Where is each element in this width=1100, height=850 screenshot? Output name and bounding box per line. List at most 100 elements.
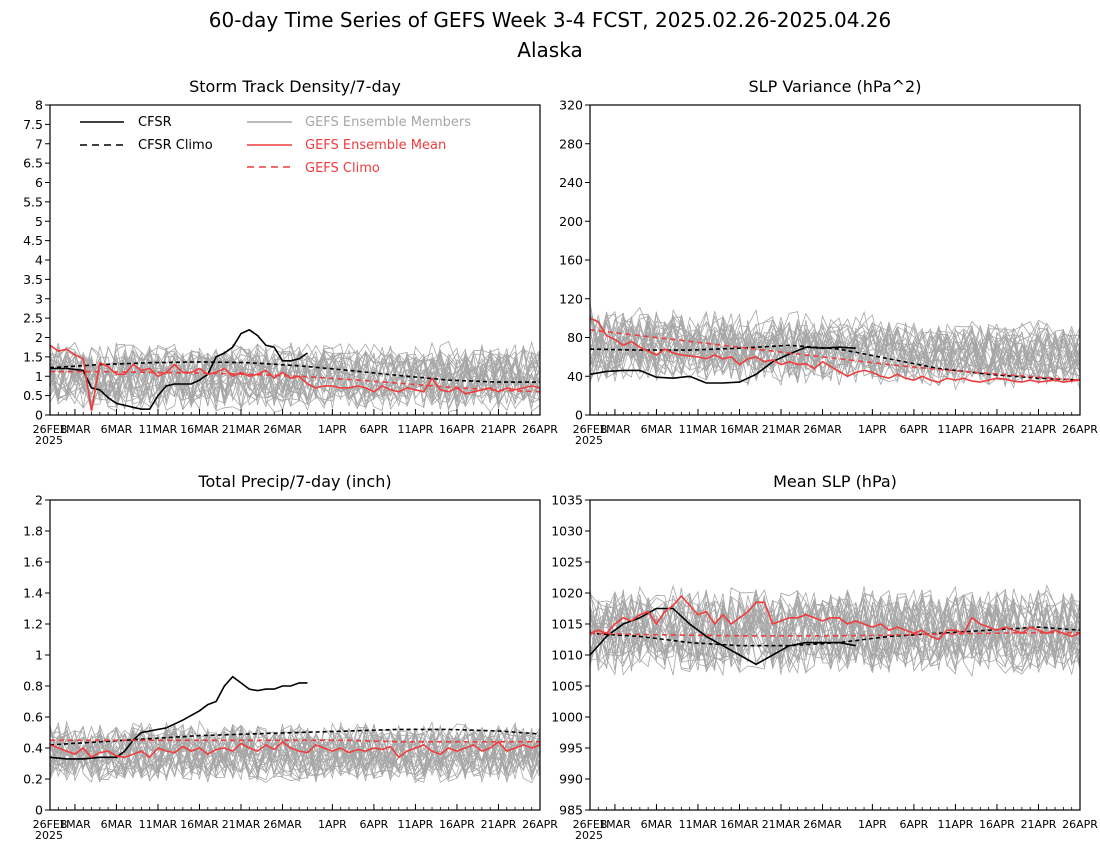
- y-tick-label: 6.5: [23, 156, 43, 171]
- panel-title: SLP Variance (hPa^2): [749, 77, 922, 96]
- y-tick-label: 995: [559, 741, 583, 756]
- x-tick-label: 26MAR: [803, 423, 842, 436]
- y-tick-label: 3.5: [23, 272, 43, 287]
- ensemble-member-line: [49, 724, 541, 779]
- ensemble-member-line: [589, 591, 1081, 661]
- ensemble-member-line: [49, 725, 541, 780]
- x-tick-label: 6APR: [359, 423, 388, 436]
- ensemble-member-line: [49, 727, 541, 782]
- y-tick-label: 2: [35, 330, 43, 345]
- y-tick-label: 2: [35, 493, 43, 508]
- x-tick-label: 21MAR: [762, 818, 801, 831]
- y-tick-label: 1.4: [23, 586, 43, 601]
- x-tick-label: 6APR: [899, 818, 928, 831]
- y-tick-label: 200: [559, 214, 583, 229]
- y-tick-label: 1: [35, 369, 43, 384]
- y-tick-label: 8: [35, 98, 43, 113]
- ensemble-member-line: [49, 348, 541, 405]
- ensemble-member-line: [589, 601, 1081, 674]
- x-tick-label: 1APR: [858, 423, 887, 436]
- x-tick-label: 1APR: [858, 818, 887, 831]
- gefs-climo-line: [589, 631, 1080, 637]
- y-tick-label: 0.4: [23, 741, 43, 756]
- x-tick-label: 21MAR: [762, 423, 801, 436]
- x-tick-label: 26MAR: [803, 818, 842, 831]
- x-tick-label: 1MAR: [599, 818, 631, 831]
- y-tick-label: 1020: [551, 586, 583, 601]
- panel-mean-slp: Mean SLP (hPa) 985 990 995 1000 1005 1010 1015…: [551, 472, 1098, 842]
- x-tick-label: 26MAR: [263, 423, 302, 436]
- x-tick-label: 11MAR: [139, 818, 178, 831]
- ensemble-member-line: [589, 314, 1081, 385]
- y-tick-label: 280: [559, 136, 583, 151]
- x-tick-label: 11APR: [938, 818, 974, 831]
- x-tick-label: 21APR: [1021, 818, 1057, 831]
- y-tick-label: 0.8: [23, 679, 43, 694]
- y-tick-label: 7: [35, 136, 43, 151]
- x-tick-label: 6MAR: [641, 818, 673, 831]
- x-tick-label: 26MAR: [263, 818, 302, 831]
- x-tick-label: 16APR: [439, 818, 475, 831]
- x-tick-label: 21MAR: [222, 423, 261, 436]
- legend-gefs-climo-label: GEFS Climo: [305, 161, 380, 176]
- gefs-mean-line: [589, 317, 1081, 383]
- y-tick-label: 985: [559, 803, 583, 818]
- y-tick-label: 5: [35, 214, 43, 229]
- x-tick-label: 26FEB: [33, 818, 68, 831]
- panel-slp-variance: SLP Variance (hPa^2) 0 40 80 120 160 200 240 28…: [559, 77, 1098, 447]
- ensemble-member-line: [589, 603, 1081, 678]
- legend-members-label: GEFS Ensemble Members: [305, 115, 471, 130]
- x-tick-label: 1MAR: [599, 423, 631, 436]
- cfsr-line: [589, 346, 856, 384]
- cfsr-climo-line: [49, 361, 540, 383]
- ensemble-member-line: [49, 350, 541, 411]
- ensemble-member-line: [49, 343, 541, 402]
- y-tick-label: 0: [575, 408, 583, 423]
- y-tick-label: 7.5: [23, 117, 43, 132]
- ensemble-member-line: [49, 353, 541, 412]
- x-tick-label: 11APR: [398, 423, 434, 436]
- y-tick-label: 0: [35, 803, 43, 818]
- y-tick-label: 1000: [551, 710, 583, 725]
- x-tick-label: 6APR: [899, 423, 928, 436]
- y-tick-label: 1035: [551, 493, 583, 508]
- y-tick-label: 120: [559, 291, 583, 306]
- x-tick-label: 11MAR: [679, 423, 718, 436]
- y-tick-label: 1.8: [23, 524, 43, 539]
- ensemble-member-line: [49, 347, 541, 405]
- y-tick-label: 1015: [551, 617, 583, 632]
- x-tick-label: 11APR: [398, 818, 434, 831]
- x-tick-label: 1MAR: [59, 818, 91, 831]
- cfsr-climo-line: [49, 728, 541, 746]
- x-tick-label: 21APR: [1021, 423, 1057, 436]
- x-tick-label: 16APR: [979, 818, 1015, 831]
- y-tick-label: 2.5: [23, 311, 43, 326]
- y-tick-label: 1.5: [23, 349, 43, 364]
- x-tick-label: 26APR: [1062, 818, 1098, 831]
- y-tick-label: 6: [35, 175, 43, 190]
- x-tick-label: 21APR: [481, 423, 517, 436]
- gefs-mean-line: [589, 594, 1081, 641]
- legend-cfsr-label: CFSR: [138, 115, 172, 130]
- panel-title: Mean SLP (hPa): [773, 472, 897, 491]
- y-tick-label: 1: [35, 648, 43, 663]
- x-tick-label: 26APR: [1062, 423, 1098, 436]
- y-tick-label: 1005: [551, 679, 583, 694]
- y-tick-label: 4.5: [23, 233, 43, 248]
- figure-subtitle: Alaska: [517, 38, 582, 62]
- gefs-climo-line: [589, 329, 1081, 381]
- panel-title: Storm Track Density/7-day: [189, 77, 401, 96]
- y-tick-label: 1.2: [23, 617, 43, 632]
- ensemble-member-line: [49, 728, 541, 779]
- x-tick-label: 16MAR: [180, 818, 219, 831]
- ensemble-member-line: [589, 302, 1081, 381]
- x-tick-label: 16MAR: [720, 423, 759, 436]
- cfsr-climo-line: [589, 626, 1081, 647]
- x-tick-label: 16APR: [979, 423, 1015, 436]
- gefs-climo-line: [50, 370, 541, 393]
- x-tick-label: 26FEB: [573, 423, 608, 436]
- y-tick-label: 40: [567, 369, 583, 384]
- y-tick-label: 0.5: [23, 388, 43, 403]
